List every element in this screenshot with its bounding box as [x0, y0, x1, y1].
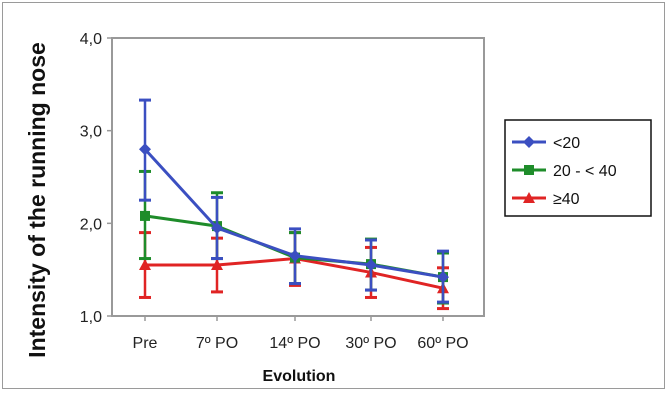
- x-tick-label: 7º PO: [196, 335, 238, 352]
- x-axis-label: Evolution: [263, 368, 336, 385]
- data-point-marker: [524, 165, 534, 175]
- data-point-marker: [523, 192, 535, 203]
- data-point-marker: [211, 259, 223, 271]
- legend-label: 20 - < 40: [553, 163, 617, 180]
- data-point-marker: [437, 271, 449, 284]
- data-point-marker: [140, 210, 150, 221]
- data-point-marker: [139, 143, 151, 156]
- legend-label: ≥40: [553, 191, 580, 208]
- plot-area: [111, 37, 485, 317]
- y-tick-label: 1,0: [80, 309, 102, 326]
- x-tick-label: Pre: [133, 335, 158, 352]
- data-point-marker: [523, 136, 535, 148]
- legend-item: ≥40: [512, 191, 580, 208]
- x-tick-label: 60º PO: [417, 335, 468, 352]
- x-tick-label: 30º PO: [345, 335, 396, 352]
- y-tick-label: 2,0: [80, 216, 102, 233]
- legend: <20 20 - < 40 ≥40: [504, 119, 652, 217]
- data-point-marker: [139, 259, 151, 271]
- data-point-marker: [289, 249, 301, 262]
- y-tick-label: 3,0: [80, 124, 102, 141]
- y-tick-label: 4,0: [80, 31, 102, 48]
- legend-item: <20: [512, 135, 580, 152]
- data-point-marker: [211, 221, 223, 234]
- legend-label: <20: [553, 135, 580, 152]
- data-point-marker: [365, 259, 377, 272]
- legend-item: 20 - < 40: [512, 163, 617, 180]
- series: [139, 98, 449, 304]
- y-axis-label: Intensity of the running nose: [24, 42, 50, 358]
- x-tick-label: 14º PO: [269, 335, 320, 352]
